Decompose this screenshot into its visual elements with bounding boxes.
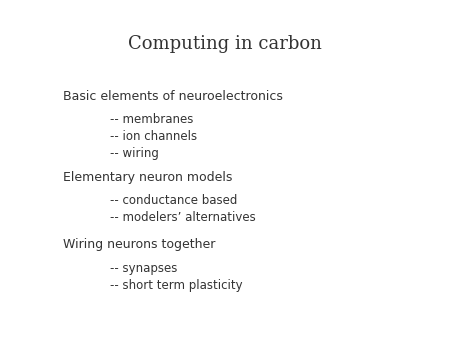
Text: -- modelers’ alternatives: -- modelers’ alternatives — [110, 211, 256, 224]
Text: -- synapses: -- synapses — [110, 262, 178, 275]
Text: -- membranes: -- membranes — [110, 113, 194, 126]
Text: Basic elements of neuroelectronics: Basic elements of neuroelectronics — [63, 90, 283, 102]
Text: -- short term plasticity: -- short term plasticity — [110, 279, 243, 292]
Text: -- wiring: -- wiring — [110, 147, 159, 160]
Text: -- ion channels: -- ion channels — [110, 130, 198, 143]
Text: Elementary neuron models: Elementary neuron models — [63, 171, 232, 184]
Text: Computing in carbon: Computing in carbon — [128, 35, 322, 53]
Text: Wiring neurons together: Wiring neurons together — [63, 238, 216, 251]
Text: -- conductance based: -- conductance based — [110, 194, 238, 207]
